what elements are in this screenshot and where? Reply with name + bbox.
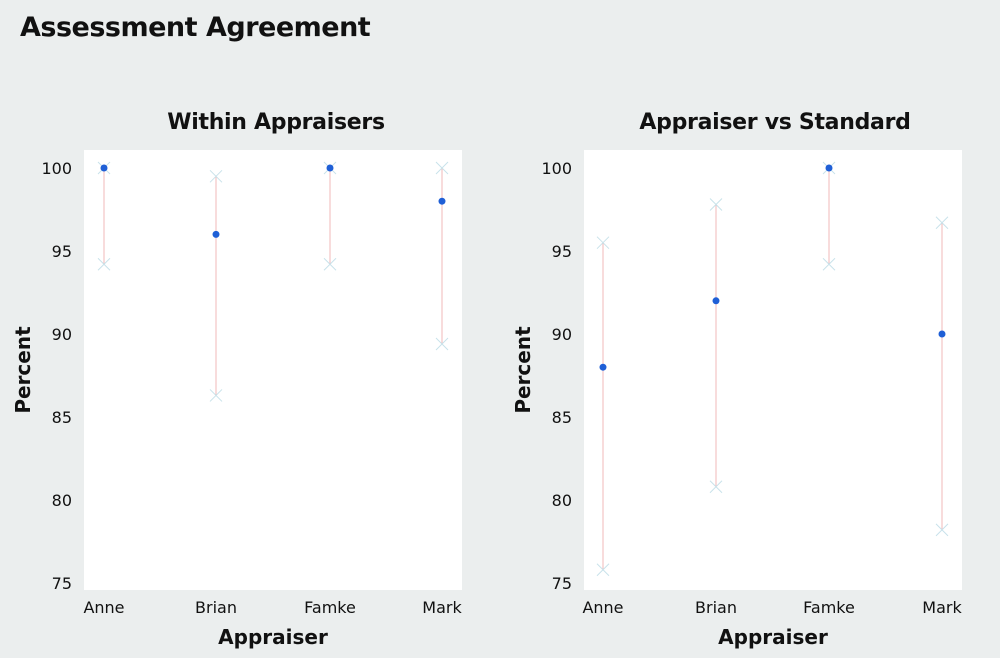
y-axis-label: Percent — [11, 326, 35, 414]
panel-title-within: Within Appraisers — [167, 110, 385, 135]
y-tick-label: 90 — [52, 325, 72, 344]
x-tick-label: Brian — [195, 598, 237, 617]
ci-lower-marker — [323, 257, 337, 271]
y-tick-label: 100 — [541, 159, 572, 178]
x-axis-label: Appraiser — [218, 625, 328, 649]
panel-title-vs-standard: Appraiser vs Standard — [639, 110, 911, 135]
x-axis-label: Appraiser — [718, 625, 828, 649]
x-tick-label: Famke — [304, 598, 356, 617]
y-tick-label: 85 — [52, 408, 72, 427]
ci-lower-marker — [435, 337, 449, 351]
ci-upper-marker — [709, 198, 723, 211]
data-point — [938, 330, 946, 338]
ci-lower-marker — [97, 257, 111, 271]
data-point — [100, 164, 108, 172]
ci-lower-marker — [822, 257, 836, 271]
x-tick-label: Anne — [582, 598, 623, 617]
y-tick-label: 75 — [552, 574, 572, 593]
ci-lower-marker — [596, 563, 610, 577]
x-tick-label: Anne — [83, 598, 124, 617]
data-point — [326, 164, 334, 172]
ci-lower-marker — [935, 523, 949, 537]
ci-upper-marker — [435, 161, 449, 175]
data-point — [599, 363, 607, 371]
data-point — [825, 164, 833, 172]
data-point — [712, 297, 720, 305]
data-point — [212, 230, 220, 238]
ci-upper-marker — [596, 236, 610, 250]
y-tick-label: 100 — [41, 159, 72, 178]
ci-lower-marker — [209, 389, 223, 402]
page-title: Assessment Agreement — [20, 12, 371, 43]
ci-upper-marker — [209, 169, 223, 183]
y-tick-label: 90 — [552, 325, 572, 344]
x-tick-label: Mark — [922, 598, 962, 617]
x-tick-label: Famke — [803, 598, 855, 617]
y-tick-label: 95 — [52, 242, 72, 261]
ci-lower-marker — [709, 480, 723, 494]
ci-upper-marker — [935, 216, 949, 230]
data-point — [438, 197, 446, 205]
plot-area-vs-standard — [584, 150, 962, 590]
y-tick-label: 95 — [552, 242, 572, 261]
y-tick-label: 80 — [552, 491, 572, 510]
plot-area-within — [84, 150, 462, 590]
y-tick-label: 80 — [52, 491, 72, 510]
y-tick-label: 85 — [552, 408, 572, 427]
x-tick-label: Mark — [422, 598, 462, 617]
y-tick-label: 75 — [52, 574, 72, 593]
x-tick-label: Brian — [695, 598, 737, 617]
y-axis-label: Percent — [511, 326, 535, 414]
